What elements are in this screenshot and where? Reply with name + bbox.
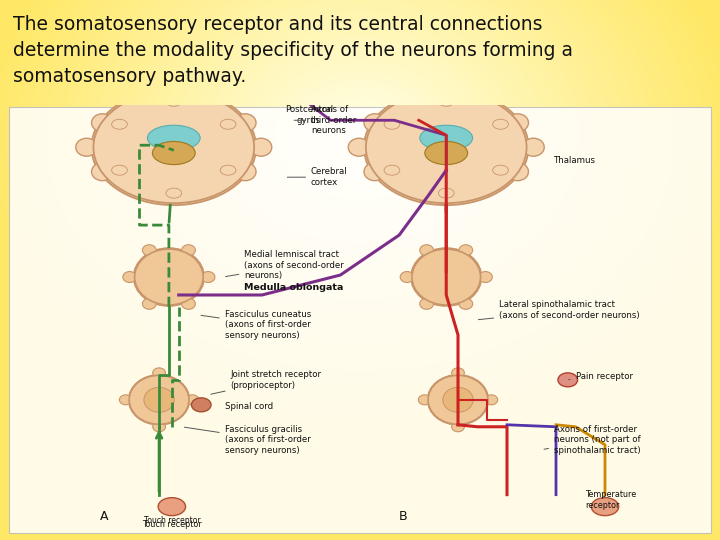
Text: Fasciculus cuneatus
(axons of first-order
sensory neurons): Fasciculus cuneatus (axons of first-orde… xyxy=(201,310,311,340)
Ellipse shape xyxy=(459,298,473,309)
Ellipse shape xyxy=(364,89,528,205)
Ellipse shape xyxy=(94,91,254,203)
Ellipse shape xyxy=(364,163,386,181)
Ellipse shape xyxy=(193,178,215,196)
Ellipse shape xyxy=(465,178,487,196)
Ellipse shape xyxy=(428,262,464,292)
Ellipse shape xyxy=(418,395,431,405)
Ellipse shape xyxy=(123,272,137,282)
Ellipse shape xyxy=(492,119,508,129)
Ellipse shape xyxy=(591,498,618,516)
Ellipse shape xyxy=(153,141,195,165)
Ellipse shape xyxy=(428,375,488,425)
Text: Cerebral
cortex: Cerebral cortex xyxy=(287,167,348,187)
Ellipse shape xyxy=(166,96,181,106)
Ellipse shape xyxy=(201,272,215,282)
Ellipse shape xyxy=(76,138,97,156)
Ellipse shape xyxy=(485,395,498,405)
Ellipse shape xyxy=(220,119,236,129)
Ellipse shape xyxy=(420,125,472,151)
Text: Fasciculus gracilis
(axons of first-order
sensory neurons): Fasciculus gracilis (axons of first-orde… xyxy=(184,425,310,455)
Ellipse shape xyxy=(451,422,464,432)
Ellipse shape xyxy=(523,138,544,156)
Ellipse shape xyxy=(348,138,370,156)
Ellipse shape xyxy=(384,165,400,175)
Ellipse shape xyxy=(181,245,195,256)
Ellipse shape xyxy=(405,98,427,116)
Ellipse shape xyxy=(193,98,215,116)
Text: Touch receptor: Touch receptor xyxy=(143,516,200,525)
Ellipse shape xyxy=(220,165,236,175)
Ellipse shape xyxy=(129,375,189,425)
Ellipse shape xyxy=(166,188,181,198)
Text: Postcentral
gyrus: Postcentral gyrus xyxy=(285,105,333,125)
Text: Spinal cord: Spinal cord xyxy=(225,402,273,411)
Ellipse shape xyxy=(91,163,113,181)
Ellipse shape xyxy=(465,98,487,116)
Text: B: B xyxy=(399,510,408,523)
Text: Pain receptor: Pain receptor xyxy=(569,373,633,381)
Ellipse shape xyxy=(158,498,186,516)
Ellipse shape xyxy=(443,387,473,413)
Ellipse shape xyxy=(91,114,113,132)
Ellipse shape xyxy=(143,298,156,309)
Ellipse shape xyxy=(428,375,488,424)
Ellipse shape xyxy=(143,245,156,256)
Ellipse shape xyxy=(133,178,155,196)
Text: Axons of
third-order
neurons: Axons of third-order neurons xyxy=(294,105,357,135)
Ellipse shape xyxy=(133,98,155,116)
Ellipse shape xyxy=(412,249,480,305)
Ellipse shape xyxy=(153,368,166,378)
Ellipse shape xyxy=(120,395,132,405)
Ellipse shape xyxy=(134,248,204,306)
Ellipse shape xyxy=(507,163,528,181)
Ellipse shape xyxy=(405,178,427,196)
Ellipse shape xyxy=(420,298,433,309)
Ellipse shape xyxy=(459,245,473,256)
Ellipse shape xyxy=(384,119,400,129)
Ellipse shape xyxy=(425,141,468,165)
Text: A: A xyxy=(100,510,109,523)
Text: Thalamus: Thalamus xyxy=(554,156,596,165)
Ellipse shape xyxy=(112,119,127,129)
Ellipse shape xyxy=(112,165,127,175)
FancyBboxPatch shape xyxy=(9,107,711,532)
Ellipse shape xyxy=(451,368,464,378)
Ellipse shape xyxy=(135,249,203,305)
Ellipse shape xyxy=(129,375,189,424)
Ellipse shape xyxy=(420,245,433,256)
Text: Axons of first-order
neurons (not part of
spinothalamic tract): Axons of first-order neurons (not part o… xyxy=(544,425,641,455)
Ellipse shape xyxy=(192,398,211,412)
Text: Medulla oblongata: Medulla oblongata xyxy=(244,282,343,292)
Ellipse shape xyxy=(150,262,187,292)
Text: Touch receptor: Touch receptor xyxy=(142,520,202,529)
Text: Medial lemniscal tract
(axons of second-order
neurons): Medial lemniscal tract (axons of second-… xyxy=(225,250,344,280)
Ellipse shape xyxy=(364,114,386,132)
Ellipse shape xyxy=(153,422,166,432)
Text: Lateral spinothalamic tract
(axons of second-order neurons): Lateral spinothalamic tract (axons of se… xyxy=(478,300,640,320)
Text: Joint stretch receptor
(proprioceptor): Joint stretch receptor (proprioceptor) xyxy=(211,370,322,394)
Ellipse shape xyxy=(492,165,508,175)
Text: Temperature
receptor: Temperature receptor xyxy=(585,490,636,510)
Ellipse shape xyxy=(438,96,454,106)
Ellipse shape xyxy=(251,138,271,156)
Ellipse shape xyxy=(411,248,482,306)
Ellipse shape xyxy=(186,395,199,405)
Ellipse shape xyxy=(507,114,528,132)
Ellipse shape xyxy=(400,272,414,282)
Ellipse shape xyxy=(558,373,577,387)
Ellipse shape xyxy=(181,298,195,309)
Ellipse shape xyxy=(366,91,526,203)
Ellipse shape xyxy=(438,188,454,198)
Ellipse shape xyxy=(235,163,256,181)
Ellipse shape xyxy=(91,89,256,205)
Ellipse shape xyxy=(235,114,256,132)
Ellipse shape xyxy=(148,125,200,151)
Ellipse shape xyxy=(144,387,174,413)
Text: The somatosensory receptor and its central connections
determine the modality sp: The somatosensory receptor and its centr… xyxy=(13,15,573,86)
Ellipse shape xyxy=(479,272,492,282)
